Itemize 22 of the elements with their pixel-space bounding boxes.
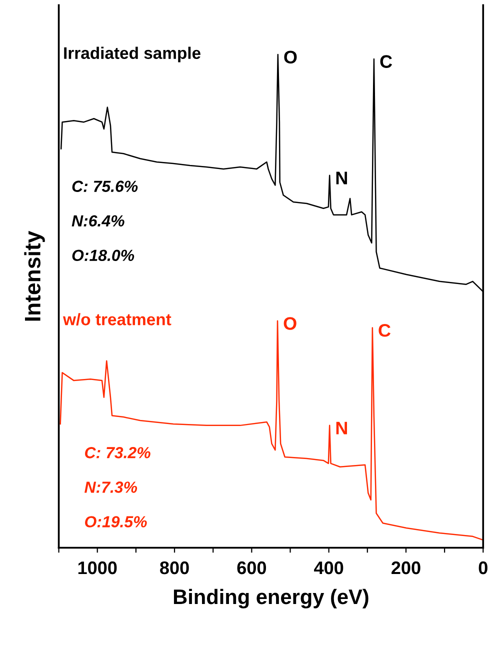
x-tick-label: 400 bbox=[314, 561, 344, 574]
annotation: C: 73.2% bbox=[85, 447, 150, 458]
annotation: O bbox=[284, 317, 296, 330]
x-tick-label: 0 bbox=[478, 561, 488, 574]
annotation: N:6.4% bbox=[72, 215, 124, 227]
annotation: C bbox=[378, 324, 391, 337]
annotation: N bbox=[336, 172, 347, 184]
x-tick-label: 200 bbox=[392, 561, 420, 574]
annotation: O:19.5% bbox=[85, 516, 147, 528]
annotation: O bbox=[284, 50, 297, 64]
x-tick-label: 1000 bbox=[78, 561, 117, 574]
x-tick-label: 800 bbox=[160, 561, 189, 574]
text: Irradiated sample bbox=[64, 46, 200, 62]
text: w/o treatment bbox=[62, 313, 172, 326]
annotation: N bbox=[336, 422, 347, 434]
y-axis-title: Intensity bbox=[24, 230, 45, 321]
annotation: N:7.3% bbox=[84, 482, 138, 493]
x-axis-title: Binding energy (eV) bbox=[174, 588, 368, 608]
annotation: O:18.0% bbox=[72, 250, 134, 262]
annotation: C bbox=[380, 55, 392, 68]
annotation: C: 75.6% bbox=[72, 180, 138, 192]
x-tick-label: 600 bbox=[237, 561, 266, 574]
